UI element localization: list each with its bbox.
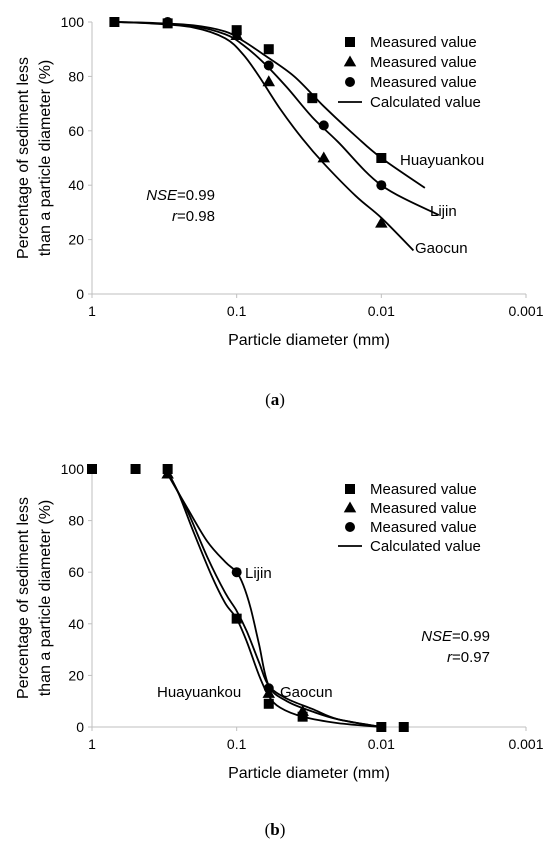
measured-point-gaocun (230, 29, 243, 40)
caption-letter: a (271, 390, 280, 409)
x-tick-label: 1 (88, 303, 96, 319)
measured-point-huayuankou (130, 464, 141, 474)
y-axis-title: than a particle diameter (%) (37, 60, 54, 257)
y-tick-label: 100 (61, 461, 85, 477)
figure-caption-a: (a) (265, 390, 285, 409)
y-axis-title: Percentage of sediment less (15, 57, 32, 259)
calculated-line-lijin (166, 473, 382, 728)
annotation-symbol: NSE (421, 628, 453, 645)
annotation-0: NSE=0.99 (421, 628, 490, 645)
legend-marker-circle (345, 522, 355, 532)
measured-point-huayuankou (297, 711, 308, 722)
caption-close-paren: ) (279, 390, 285, 409)
chart-panel-b: 0 20 40 60 80 100 1 0.1 0.01 0.001 Percentage of s… (15, 461, 544, 782)
legend-label: Calculated value (370, 538, 481, 555)
annotation-symbol: NSE (146, 187, 178, 204)
caption-open-paren: ( (265, 820, 271, 839)
annotation-value: =0.98 (177, 208, 215, 225)
x-tick-label: 1 (88, 736, 96, 752)
legend-marker-triangle (343, 55, 357, 67)
calculated-line-lijin (114, 21, 440, 216)
legend-marker-triangle (343, 501, 357, 513)
series-label-gaocun: Gaocun (415, 240, 468, 257)
measured-point-huayuankou (263, 44, 274, 55)
series-label-gaocun: Gaocun (280, 684, 333, 701)
x-tick-label: 0.001 (508, 303, 543, 319)
measured-point-lijin (263, 60, 274, 71)
measured-point-huayuankou (87, 464, 97, 474)
x-axis-title: Particle diameter (mm) (228, 765, 390, 782)
y-axis-title: Percentage of sediment less (15, 497, 32, 699)
measured-point-gaocun (375, 216, 388, 228)
series-label-huayuankou: Huayuankou (157, 684, 241, 701)
annotation-1: r=0.98 (172, 208, 215, 225)
measured-point-huayuankou (398, 722, 409, 732)
legend-label: Calculated value (370, 94, 481, 111)
y-tick-label: 0 (76, 719, 84, 735)
y-tick-label: 60 (68, 123, 84, 139)
y-tick-label: 20 (68, 667, 84, 683)
caption-letter: b (270, 820, 279, 839)
annotation-1: r=0.97 (447, 649, 490, 666)
measured-point-gaocun (296, 704, 309, 716)
measured-point-gaocun (262, 686, 276, 698)
legend-label: Measured value (370, 481, 477, 498)
measured-point-huayuankou (307, 93, 318, 104)
caption-open-paren: ( (265, 390, 271, 409)
series-label-lijin: Lijin (430, 203, 457, 220)
measured-point-lijin (231, 567, 242, 578)
series-label-huayuankou: Huayuankou (400, 152, 484, 169)
legend-label: Measured value (370, 74, 477, 91)
y-tick-label: 20 (68, 232, 84, 248)
calculated-line-gaocun (114, 21, 415, 252)
x-axis-title: Particle diameter (mm) (228, 332, 390, 349)
measured-point-gaocun (317, 151, 331, 163)
x-tick-label: 0.01 (368, 736, 395, 752)
measured-point-huayuankou (263, 698, 274, 709)
series-label-lijin: Lijin (245, 565, 272, 582)
legend-label: Measured value (370, 519, 477, 536)
measured-point-huayuankou (376, 153, 387, 163)
y-tick-label: 100 (61, 14, 85, 30)
measured-point-huayuankou (109, 17, 120, 27)
chart-panel-a: 0 20 40 60 80 100 1 0.1 0.01 0.001 Percentage of s… (15, 14, 544, 349)
x-tick-label: 0.001 (508, 736, 543, 752)
measured-point-lijin (376, 180, 387, 191)
y-tick-label: 0 (76, 286, 84, 302)
annotation-symbol: r (172, 208, 178, 225)
x-tick-label: 0.1 (227, 736, 247, 752)
measured-point-lijin (318, 120, 329, 131)
y-tick-label: 40 (68, 616, 84, 632)
x-tick-label: 0.01 (368, 303, 395, 319)
legend-marker-square (345, 484, 355, 494)
y-tick-label: 80 (68, 68, 84, 84)
annotation-0: NSE=0.99 (146, 187, 215, 204)
measured-point-huayuankou (231, 613, 242, 624)
annotation-value: =0.99 (452, 628, 490, 645)
measured-point-huayuankou (376, 722, 387, 732)
measured-point-gaocun (262, 75, 276, 87)
measured-point-gaocun (161, 467, 174, 479)
calculated-line-gaocun (166, 471, 382, 728)
y-axis-title: than a particle diameter (%) (37, 500, 54, 697)
legend-label: Measured value (370, 34, 477, 51)
figure-caption-b: (b) (265, 820, 286, 839)
annotation-symbol: r (447, 649, 453, 666)
annotation-value: =0.97 (452, 649, 490, 666)
measured-point-lijin (162, 17, 173, 27)
legend-marker-square (345, 37, 355, 47)
legend-label: Measured value (370, 54, 477, 71)
legend-label: Measured value (370, 500, 477, 517)
y-tick-label: 80 (68, 513, 84, 529)
y-tick-label: 40 (68, 177, 84, 193)
annotation-value: =0.99 (177, 187, 215, 204)
legend-marker-circle (345, 77, 355, 87)
y-tick-label: 60 (68, 564, 84, 580)
x-tick-label: 0.1 (227, 303, 247, 319)
caption-close-paren: ) (280, 820, 286, 839)
